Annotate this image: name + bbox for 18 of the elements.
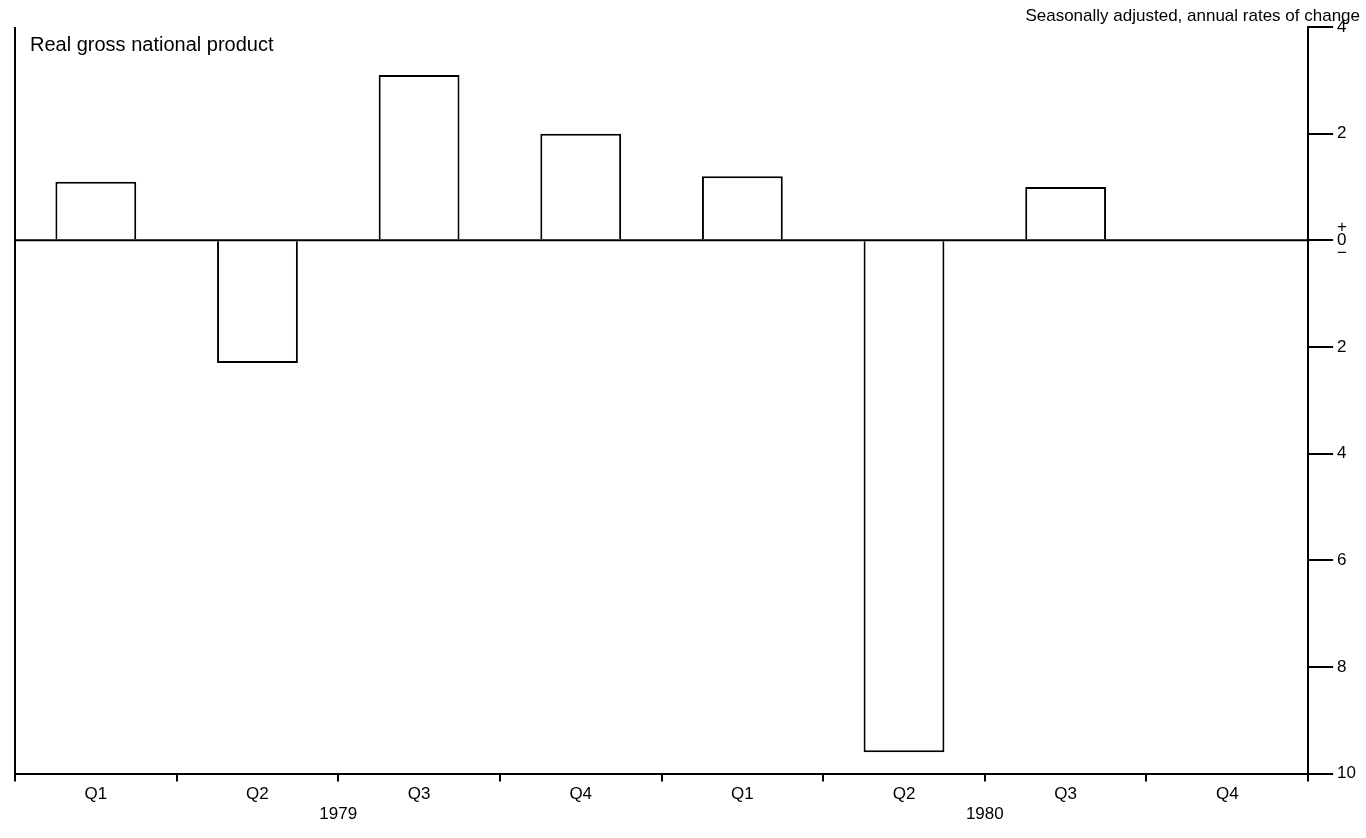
x-tick-label: Q2 bbox=[246, 784, 269, 804]
x-tick-label: Q1 bbox=[84, 784, 108, 804]
x-tick-label: Q4 bbox=[1215, 784, 1239, 804]
y-tick-label: 8 bbox=[1337, 656, 1347, 676]
x-tick-label: Q4 bbox=[569, 784, 593, 804]
y-tick-label: 6 bbox=[1337, 549, 1347, 569]
text: 1979 bbox=[319, 803, 358, 823]
x-tick-label: Q3 bbox=[1054, 784, 1077, 804]
x-tick-label: Q2 bbox=[892, 784, 916, 804]
chart-title: Real gross national product bbox=[30, 32, 274, 55]
x-tick-label: Q1 bbox=[731, 784, 754, 804]
y-tick-label: + 0 − bbox=[1337, 217, 1348, 262]
y-tick-label: 10 bbox=[1337, 763, 1357, 783]
y-tick-label: 4 bbox=[1337, 443, 1347, 463]
text: 1980 bbox=[965, 803, 1004, 823]
x-tick-label: Q3 bbox=[407, 784, 431, 804]
y-tick-label: 2 bbox=[1337, 123, 1347, 143]
y-tick-label: 2 bbox=[1337, 336, 1347, 356]
